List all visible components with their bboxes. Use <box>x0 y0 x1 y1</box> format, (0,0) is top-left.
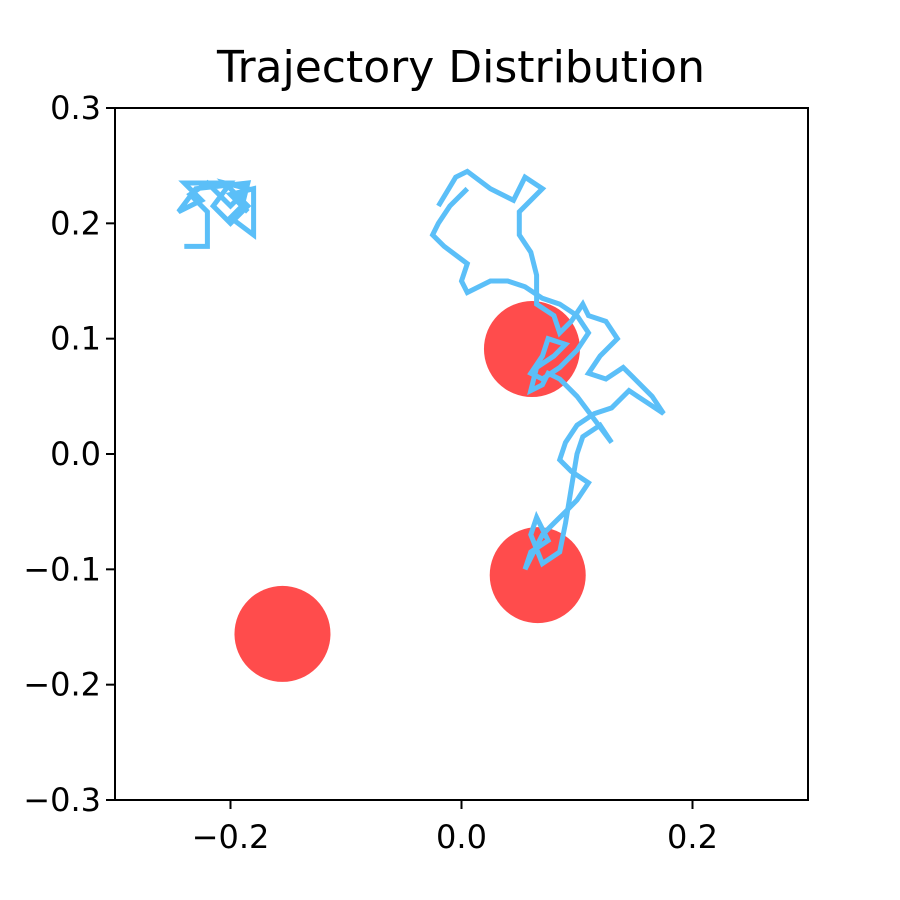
y-tick-label: −0.3 <box>23 781 101 819</box>
chart-title: Trajectory Distribution <box>216 42 705 93</box>
x-tick-label: −0.2 <box>192 818 270 856</box>
y-tick-label: −0.2 <box>23 666 101 704</box>
y-tick-label: −0.1 <box>23 550 101 588</box>
y-tick-label: 0.1 <box>50 320 101 358</box>
trajectory-lines <box>176 168 666 571</box>
x-tick-label: 0.0 <box>436 818 487 856</box>
target-marker-3 <box>234 585 331 682</box>
y-tick-label: 0.2 <box>50 204 101 242</box>
trajectory-line-1 <box>176 178 257 249</box>
x-axis: −0.2 0.0 0.2 <box>192 800 718 856</box>
x-tick-label: 0.2 <box>667 818 718 856</box>
y-tick-label: 0.0 <box>50 435 101 473</box>
target-markers <box>234 301 586 682</box>
trajectory-line-2 <box>429 168 666 571</box>
y-tick-label: 0.3 <box>50 89 101 127</box>
y-axis: 0.3 0.2 0.1 0.0 −0.1 −0.2 −0.3 <box>23 89 115 819</box>
